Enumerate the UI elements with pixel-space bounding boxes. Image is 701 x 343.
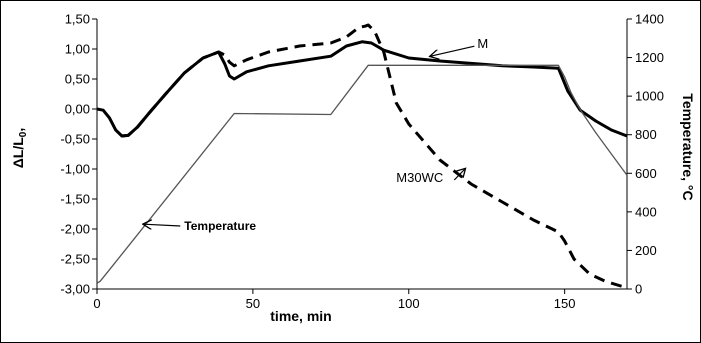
y-right-tick-label: 200 (635, 243, 657, 258)
y-right-tick-label: 1000 (635, 89, 664, 104)
plot-area (96, 19, 628, 290)
x-tick-label: 50 (246, 296, 260, 311)
y-axis-right-title: Temperature, °C (680, 93, 696, 200)
y-right-tick-label: 0 (635, 282, 642, 297)
y-axis-right: 1400 1200 1000 800 600 400 200 0 (627, 12, 664, 297)
annotation-label-m30wc: M30WC (396, 170, 443, 185)
y-axis-left: 1,50 1,00 0,50 0,00 -0,50 -1,00 -1,50 -2,00 -2,5… (60, 12, 97, 297)
y-axis-left-title-suffix: , (10, 128, 26, 132)
y-right-tick-label: 800 (635, 127, 657, 142)
annotation-arrow (144, 224, 181, 226)
y-left-tick-label: 1,00 (65, 42, 90, 57)
series-line-m (96, 40, 628, 138)
x-tick-label: 0 (93, 296, 100, 311)
y-left-tick-label: -2,00 (60, 222, 90, 237)
y-axis-left-title-main: ΔL/L (10, 137, 26, 169)
series-layer (96, 23, 628, 290)
annotation-arrow (453, 169, 465, 181)
annotation-layer: M M30WC Temperature (144, 36, 488, 233)
annotation-label-m: M (477, 36, 488, 51)
y-left-tick-label: 1,50 (65, 12, 90, 27)
y-left-tick-label: -3,00 (60, 282, 90, 297)
y-left-tick-label: -1,50 (60, 192, 90, 207)
annotation-arrow (431, 45, 475, 56)
x-tick-label: 150 (554, 296, 576, 311)
y-right-tick-label: 400 (635, 204, 657, 219)
y-left-tick-label: 0,00 (65, 102, 90, 117)
x-axis-title: time, min (270, 308, 331, 324)
annotation-label-temperature: Temperature (184, 219, 256, 233)
y-left-tick-label: -2,50 (60, 252, 90, 267)
y-right-tick-label: 1400 (635, 12, 664, 27)
y-right-tick-label: 600 (635, 166, 657, 181)
y-left-tick-label: -0,50 (60, 132, 90, 147)
series-line-temperature (96, 64, 628, 284)
x-tick-label: 100 (398, 296, 420, 311)
y-axis-left-title-sub: 0 (18, 131, 29, 137)
y-left-tick-label: -1,00 (60, 162, 90, 177)
y-axis-left-title: ΔL/L0, (10, 128, 29, 169)
y-right-tick-label: 1200 (635, 50, 664, 65)
series-line-m30wc (121, 23, 628, 290)
y-left-tick-label: 0,50 (65, 72, 90, 87)
y-axis-right-title-group: Temperature, °C (680, 93, 696, 200)
x-axis: 0 50 100 150 (93, 289, 575, 311)
y-axis-left-title-group: ΔL/L0, (10, 128, 29, 169)
